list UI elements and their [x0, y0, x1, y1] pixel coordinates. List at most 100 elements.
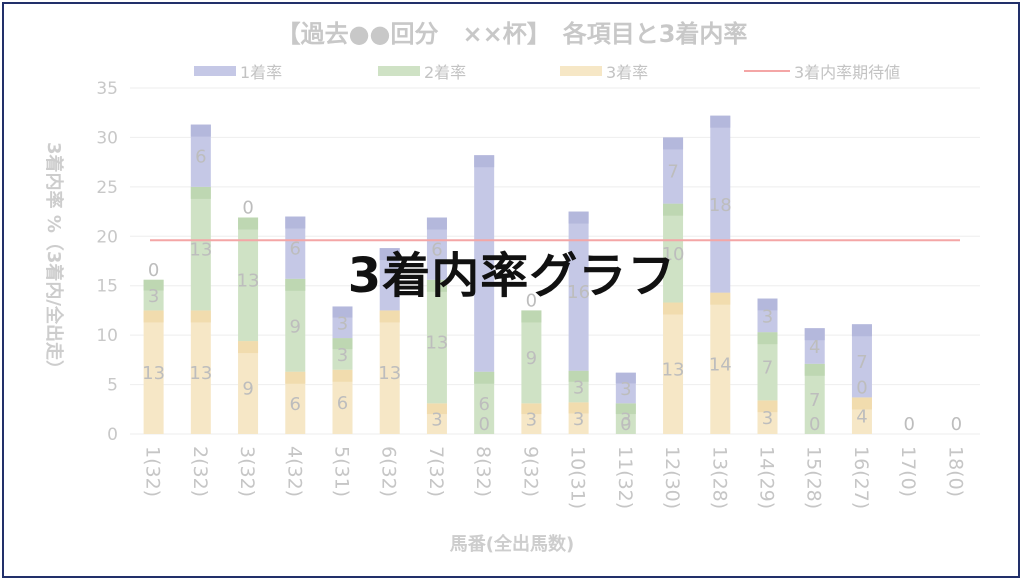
bar-win — [426, 217, 447, 280]
bar-place2-cap — [568, 370, 589, 382]
bar-win — [663, 137, 684, 204]
legend-label-win: 1着率 — [240, 63, 282, 82]
data-label: 6 — [478, 394, 489, 415]
data-label: 3 — [526, 410, 537, 431]
gridlines — [130, 87, 980, 435]
legend-label-place3: 3着率 — [606, 63, 648, 82]
legend-label-expected: 3着内率期待値 — [794, 63, 900, 82]
bar-place2 — [521, 310, 542, 404]
bar-win — [851, 324, 872, 398]
data-label: 7 — [762, 357, 773, 378]
bar-place3 — [143, 310, 164, 434]
data-label: 13 — [189, 363, 212, 384]
data-label: 0 — [856, 377, 867, 398]
y-tick-label: 25 — [96, 178, 118, 198]
x-tick-label: 5(31) — [331, 446, 353, 497]
bar-place2-cap — [663, 203, 684, 216]
x-tick-label: 11(32) — [614, 446, 636, 509]
bar-win-cap — [757, 298, 778, 311]
bar-place3 — [285, 371, 306, 434]
x-tick-label: 3(32) — [236, 446, 258, 497]
x-tick-label: 6(32) — [378, 446, 400, 497]
bar-win — [474, 155, 495, 372]
bar-place2-cap — [474, 371, 495, 384]
bar-win — [190, 124, 211, 187]
data-label: 0 — [620, 414, 631, 435]
data-label: 16 — [567, 282, 590, 303]
bar-win-cap — [474, 155, 495, 168]
bar-place2 — [804, 363, 825, 434]
bar-win-cap — [568, 211, 589, 224]
bar-place2-cap — [238, 217, 259, 230]
data-label: 7 — [856, 352, 867, 373]
y-axis-ticks: 0 5 10 15 20 25 30 35 — [96, 79, 118, 445]
data-label: 9 — [242, 379, 253, 400]
bar-place3-cap — [190, 310, 211, 323]
bar-place2 — [285, 278, 306, 372]
bar-place3-cap — [710, 292, 731, 305]
x-tick-label: 9(32) — [519, 446, 541, 497]
bar-place2-cap — [190, 186, 211, 199]
bar-place3 — [190, 310, 211, 434]
bar-win — [285, 216, 306, 279]
data-label: 9 — [526, 348, 537, 369]
data-label: 13 — [237, 270, 260, 291]
x-tick-label: 4(32) — [283, 446, 305, 497]
bar-win-cap — [851, 324, 872, 337]
data-label: 0 — [951, 414, 962, 435]
data-label: 0 — [809, 414, 820, 435]
bar-win-cap — [615, 372, 636, 384]
bar-win-cap — [804, 328, 825, 341]
legend-label-place2: 2着率 — [424, 63, 466, 82]
data-label: 0 — [526, 290, 537, 311]
bar-place2-cap — [521, 310, 542, 323]
data-label: 9 — [290, 316, 301, 337]
data-label: 13 — [378, 363, 401, 384]
legend: 1着率 2着率 3着率 3着内率期待値 — [194, 63, 900, 82]
bar-win-cap — [710, 115, 731, 128]
data-label: 3 — [620, 379, 631, 400]
data-label: 3 — [337, 313, 348, 334]
x-tick-label: 16(27) — [850, 446, 872, 509]
y-tick-label: 0 — [107, 425, 118, 445]
data-label: 13 — [142, 363, 165, 384]
bar-place2-cap — [757, 332, 778, 345]
data-label: 3 — [148, 286, 159, 307]
y-tick-label: 30 — [96, 128, 118, 148]
bar-place2-cap — [615, 403, 636, 415]
bar-place2 — [663, 203, 684, 303]
data-label: 4 — [809, 337, 820, 358]
bar-place2-cap — [332, 338, 353, 350]
x-tick-label: 7(32) — [425, 446, 447, 497]
x-tick-label: 17(0) — [897, 446, 919, 497]
x-tick-label: 10(31) — [567, 446, 589, 509]
x-tick-label: 14(29) — [756, 446, 778, 509]
bar-place2 — [474, 371, 495, 434]
y-tick-label: 35 — [96, 79, 118, 99]
bar-place3 — [663, 302, 684, 434]
data-label: 7 — [809, 390, 820, 411]
data-label: 3 — [762, 408, 773, 429]
x-tick-label: 15(28) — [803, 446, 825, 509]
x-tick-label: 2(32) — [189, 446, 211, 497]
data-label: 3 — [573, 378, 584, 399]
bar-place3-cap — [568, 402, 589, 414]
data-label: 13 — [425, 333, 448, 354]
data-label: 6 — [337, 393, 348, 414]
bar-place3 — [238, 341, 259, 434]
data-label: 0 — [478, 414, 489, 435]
bar-place2 — [757, 332, 778, 401]
x-axis-ticks: 1(32) 2(32) 3(32) 4(32) 5(31) 6(32) 7(32) 8(32)… — [142, 446, 967, 509]
bar-place3-cap — [426, 403, 447, 415]
data-label: 10 — [662, 244, 685, 265]
bar-win-cap — [285, 216, 306, 229]
bar-place3 — [379, 310, 400, 434]
bar-place3 — [710, 292, 731, 434]
bar-win-cap — [663, 137, 684, 150]
data-label: 3 — [573, 409, 584, 430]
bar-place2 — [190, 186, 211, 311]
data-label: 3 — [762, 306, 773, 327]
bar-place2-cap — [426, 279, 447, 292]
